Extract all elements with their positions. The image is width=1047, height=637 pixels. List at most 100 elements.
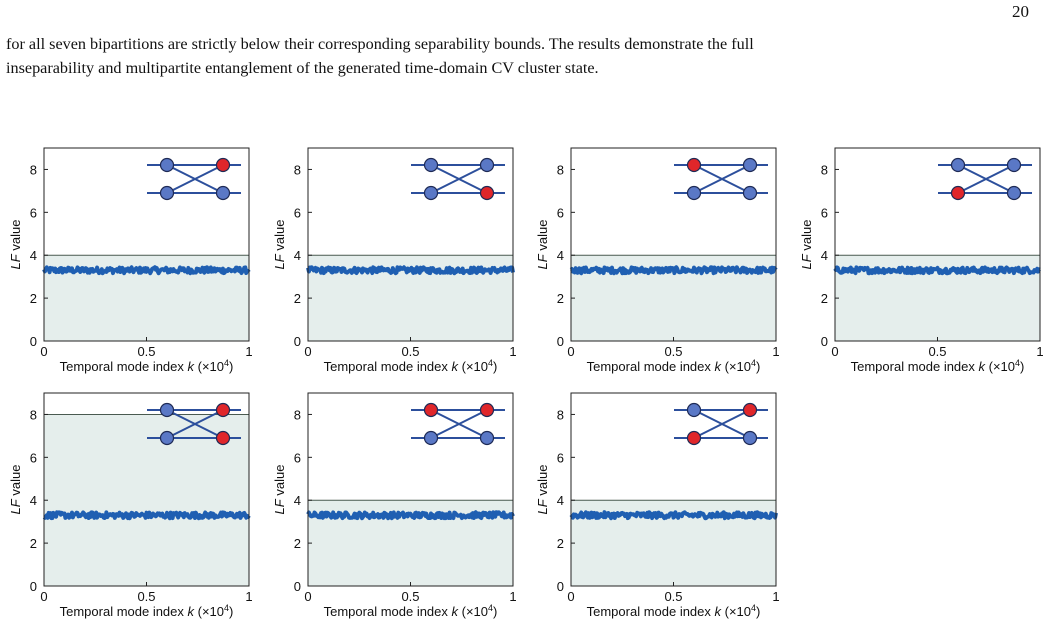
- x-tick-label: 0.5: [664, 589, 682, 604]
- graph-node-red: [215, 402, 231, 418]
- graph-node-blue: [159, 157, 175, 173]
- x-axis-label-close: ): [756, 359, 760, 374]
- lf-panel: 0 2 4 6 8 0 0.5 1 LF value Temporal mode index k …: [272, 392, 517, 619]
- y-tick-label: 8: [821, 162, 828, 177]
- x-axis-label-close: ): [756, 604, 760, 619]
- x-axis-label-exponent: 4: [224, 603, 229, 613]
- x-axis-label-text: Temporal mode index: [851, 359, 979, 374]
- x-tick-label: 1: [509, 589, 516, 604]
- y-tick-label: 6: [294, 205, 301, 220]
- graph-node-blue: [742, 185, 758, 201]
- x-axis-label: Temporal mode index k (×104): [587, 603, 761, 619]
- x-axis-label-unit: (×10: [194, 359, 224, 374]
- y-tick-label: 8: [557, 162, 564, 177]
- y-axis-label-rest: value: [535, 465, 550, 500]
- x-tick-label: 0.5: [401, 589, 419, 604]
- y-axis-label: LF value: [272, 220, 287, 270]
- graph-node-blue: [686, 402, 702, 418]
- x-axis-label-text: Temporal mode index: [60, 604, 188, 619]
- bipartition-diagram: [674, 402, 768, 446]
- bipartition-diagram: [147, 157, 241, 201]
- y-axis-label: LF value: [272, 465, 287, 515]
- graph-edge: [166, 164, 224, 194]
- x-axis-label: Temporal mode index k (×104): [851, 358, 1025, 374]
- graph-edge: [430, 164, 488, 194]
- x-tick-label: 0.5: [137, 344, 155, 359]
- lf-series-line: [306, 510, 515, 521]
- graph-node-blue: [423, 157, 439, 173]
- graph-node-blue: [686, 185, 702, 201]
- x-axis-label-unit: (×10: [458, 604, 488, 619]
- lf-panel: 0 2 4 6 8 0 0.5 1 LF value Temporal mode index k …: [8, 392, 253, 619]
- x-axis-label-symbol: k: [452, 359, 460, 374]
- y-axis-label: LF value: [8, 465, 23, 515]
- x-axis-label-exponent: 4: [488, 603, 493, 613]
- y-tick-label: 2: [821, 291, 828, 306]
- graph-node-blue: [159, 430, 175, 446]
- x-tick-label: 0: [567, 344, 574, 359]
- x-tick-label: 0.5: [664, 344, 682, 359]
- x-tick-label: 1: [245, 589, 252, 604]
- x-axis-label-symbol: k: [979, 359, 987, 374]
- graph-node-red: [215, 430, 231, 446]
- x-axis-label-text: Temporal mode index: [324, 604, 452, 619]
- x-tick-label: 1: [772, 589, 779, 604]
- y-tick-label: 4: [821, 248, 828, 263]
- graph-node-red: [479, 402, 495, 418]
- y-axis-label-rest: value: [8, 220, 23, 255]
- graph-node-red: [423, 402, 439, 418]
- x-tick-label: 1: [245, 344, 252, 359]
- graph-edge: [693, 164, 751, 194]
- x-tick-label: 1: [772, 344, 779, 359]
- y-tick-label: 4: [30, 248, 37, 263]
- y-tick-label: 8: [30, 407, 37, 422]
- y-tick-label: 8: [30, 162, 37, 177]
- y-tick-label: 6: [294, 450, 301, 465]
- x-axis-label-symbol: k: [188, 604, 196, 619]
- y-tick-label: 4: [294, 248, 301, 263]
- graph-node-blue: [950, 157, 966, 173]
- y-axis-label-symbol: LF: [272, 498, 287, 514]
- x-axis-label-text: Temporal mode index: [587, 359, 715, 374]
- graph-node-blue: [479, 430, 495, 446]
- body-paragraph: for all seven bipartitions are strictly …: [6, 32, 1036, 80]
- x-tick-label: 0: [304, 344, 311, 359]
- graph-node-red: [686, 157, 702, 173]
- y-axis-label: LF value: [535, 220, 550, 270]
- x-axis-label: Temporal mode index k (×104): [60, 358, 234, 374]
- lf-panel: 0 2 4 6 8 0 0.5 1 LF value Temporal mode index k …: [535, 147, 780, 374]
- y-tick-label: 2: [294, 536, 301, 551]
- x-axis-label: Temporal mode index k (×104): [587, 358, 761, 374]
- y-tick-label: 6: [557, 450, 564, 465]
- bipartition-diagram: [938, 157, 1032, 201]
- graph-edge: [430, 409, 488, 439]
- x-axis-label-exponent: 4: [751, 358, 756, 368]
- x-tick-label: 1: [1036, 344, 1043, 359]
- y-tick-label: 4: [30, 493, 37, 508]
- x-axis-label: Temporal mode index k (×104): [324, 358, 498, 374]
- y-tick-label: 8: [557, 407, 564, 422]
- x-axis-label-text: Temporal mode index: [324, 359, 452, 374]
- x-axis-label-symbol: k: [452, 604, 460, 619]
- x-axis-label-unit: (×10: [721, 359, 751, 374]
- x-axis-label-unit: (×10: [985, 359, 1015, 374]
- graph-node-blue: [479, 157, 495, 173]
- lf-series-line: [306, 265, 515, 276]
- y-axis-label: LF value: [799, 220, 814, 270]
- x-axis-label-close: ): [1020, 359, 1024, 374]
- y-tick-label: 6: [30, 205, 37, 220]
- graph-node-blue: [423, 185, 439, 201]
- y-tick-label: 2: [30, 291, 37, 306]
- y-tick-label: 2: [557, 536, 564, 551]
- y-axis-label-symbol: LF: [8, 253, 23, 269]
- x-axis-label-exponent: 4: [224, 358, 229, 368]
- y-tick-label: 4: [557, 493, 564, 508]
- y-axis-label-symbol: LF: [272, 253, 287, 269]
- page-number: 20: [1012, 2, 1029, 21]
- y-tick-label: 8: [294, 407, 301, 422]
- y-tick-label: 2: [30, 536, 37, 551]
- x-tick-label: 0.5: [137, 589, 155, 604]
- x-tick-label: 0.5: [928, 344, 946, 359]
- x-axis-label-close: ): [229, 359, 233, 374]
